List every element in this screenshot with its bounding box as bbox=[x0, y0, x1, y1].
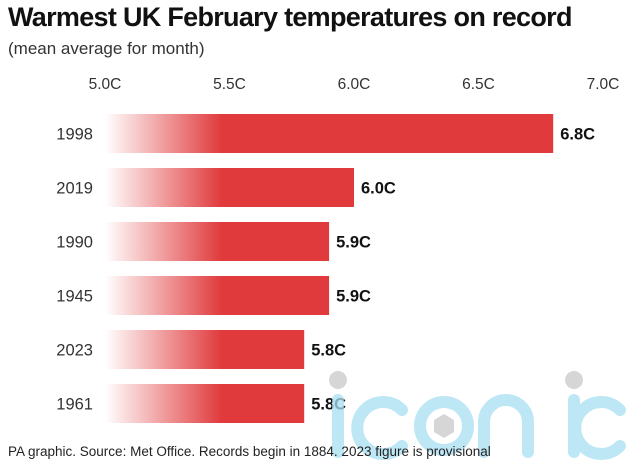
bars: 1998 6.8C 2019 6.0C 1990 5.9C 1945 5.9C 2023 5.8C… bbox=[56, 114, 595, 423]
x-tick-label: 6.0C bbox=[338, 76, 371, 93]
x-tick-label: 5.5C bbox=[213, 76, 246, 93]
watermark-dot bbox=[329, 371, 347, 389]
x-tick-label: 5.0C bbox=[89, 76, 122, 93]
source-note: PA graphic. Source: Met Office. Records … bbox=[8, 444, 491, 459]
category-label: 1945 bbox=[56, 288, 93, 306]
bar bbox=[105, 222, 330, 261]
bar bbox=[105, 276, 330, 315]
bar bbox=[105, 384, 305, 423]
category-label: 2019 bbox=[56, 180, 93, 198]
bar bbox=[105, 330, 305, 369]
watermark-dot bbox=[565, 371, 583, 389]
x-axis-ticks: 5.0C 5.5C 6.0C 6.5C 7.0C bbox=[89, 76, 620, 93]
category-label: 1998 bbox=[56, 126, 93, 144]
chart-title: Warmest UK February temperatures on reco… bbox=[8, 2, 572, 32]
value-label: 6.0C bbox=[361, 180, 396, 198]
bar bbox=[105, 168, 354, 207]
bar bbox=[105, 114, 554, 153]
value-label: 5.9C bbox=[336, 234, 371, 252]
chart-subtitle: (mean average for month) bbox=[8, 39, 205, 58]
category-label: 2023 bbox=[56, 342, 93, 360]
x-tick-label: 6.5C bbox=[462, 76, 495, 93]
iconic-watermark bbox=[329, 371, 626, 460]
value-label: 6.8C bbox=[560, 126, 595, 144]
category-label: 1961 bbox=[56, 396, 93, 414]
category-label: 1990 bbox=[56, 234, 93, 252]
x-tick-label: 7.0C bbox=[587, 76, 620, 93]
value-label: 5.9C bbox=[336, 288, 371, 306]
value-label: 5.8C bbox=[311, 342, 346, 360]
